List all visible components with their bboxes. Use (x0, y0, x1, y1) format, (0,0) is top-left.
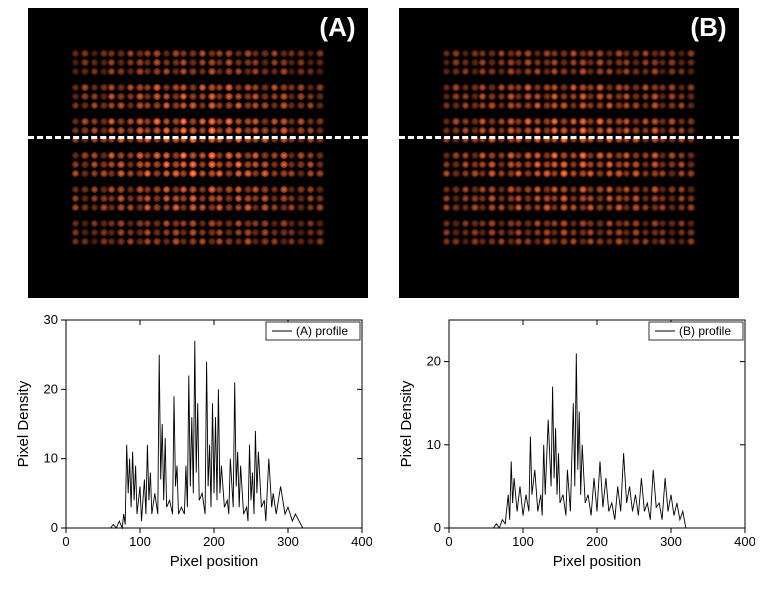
svg-text:100: 100 (129, 534, 151, 549)
figure-container: (A) (B) 01002003004000102030Pixel positi… (0, 0, 766, 594)
svg-text:(A) profile: (A) profile (296, 324, 348, 338)
panel-label-B: (B) (690, 12, 726, 43)
image-panel-B: (B) (399, 8, 739, 298)
chart-svg-B: 0 100 200 300 400 0 10 20 Pixel position Pixel De… (395, 306, 755, 576)
svg-text:400: 400 (734, 534, 755, 549)
bottom-chart-row: 01002003004000102030Pixel positionPixel … (0, 302, 766, 582)
spot-grid-A (72, 50, 324, 256)
chart-panel-B: 0 100 200 300 400 0 10 20 Pixel position Pixel De… (395, 306, 755, 576)
panel-label-A: (A) (319, 12, 355, 43)
svg-text:Pixel position: Pixel position (552, 553, 640, 570)
chart-svg-A: 0 100 200 300 400 0 10 20 30 Pixel position Pixel … (12, 306, 372, 576)
svg-text:20: 20 (426, 354, 440, 369)
svg-text:0: 0 (445, 534, 452, 549)
dashed-line-B (399, 136, 739, 139)
spot-grid-B (443, 50, 695, 256)
svg-text:30: 30 (43, 312, 57, 327)
svg-text:100: 100 (512, 534, 534, 549)
chart-panel-A: 0 100 200 300 400 0 10 20 30 Pixel position Pixel … (12, 306, 372, 576)
dashed-line-A (28, 136, 368, 139)
svg-text:20: 20 (43, 381, 57, 396)
svg-text:300: 300 (660, 534, 682, 549)
image-panel-A: (A) (28, 8, 368, 298)
svg-text:Pixel Density: Pixel Density (398, 380, 415, 467)
svg-text:(B) profile: (B) profile (679, 324, 731, 338)
svg-text:10: 10 (43, 451, 57, 466)
svg-text:Pixel Density: Pixel Density (15, 380, 32, 467)
svg-text:0: 0 (50, 520, 57, 535)
svg-text:300: 300 (277, 534, 299, 549)
svg-text:0: 0 (62, 534, 69, 549)
svg-text:0: 0 (433, 520, 440, 535)
svg-text:10: 10 (426, 437, 440, 452)
svg-text:400: 400 (351, 534, 372, 549)
svg-text:200: 200 (203, 534, 225, 549)
svg-text:Pixel position: Pixel position (169, 553, 257, 570)
top-image-row: (A) (B) (0, 0, 766, 302)
svg-text:200: 200 (586, 534, 608, 549)
